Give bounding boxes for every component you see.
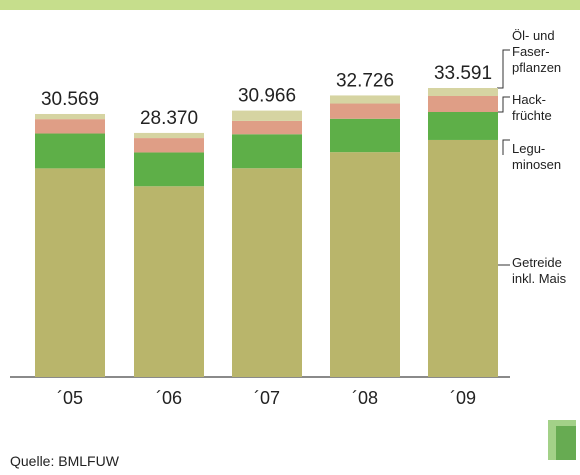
bar-segment <box>134 138 204 153</box>
bar-segment <box>232 110 302 121</box>
x-tick-label: ´07 <box>254 388 280 408</box>
bar-segment <box>428 112 498 140</box>
total-label: 32.726 <box>336 70 394 91</box>
bar-segment <box>428 88 498 97</box>
total-label: 28.370 <box>140 108 198 129</box>
bar-segment <box>134 132 204 139</box>
x-tick-label: ´06 <box>156 388 182 408</box>
x-tick-label: ´08 <box>352 388 378 408</box>
bar-segment <box>134 152 204 187</box>
total-label: 30.569 <box>41 89 99 110</box>
legend-label: Öl- und Faser- pflanzen <box>512 28 562 75</box>
total-label: 30.966 <box>238 86 296 107</box>
bar-segment <box>428 96 498 113</box>
bar-segment <box>35 168 105 377</box>
legend-brackets <box>497 49 510 266</box>
bar-segment <box>330 95 400 104</box>
bar-segment <box>330 103 400 119</box>
legend-label: Legu- minosen <box>512 141 562 172</box>
bar-segment <box>330 152 400 377</box>
x-tick-label: ´09 <box>450 388 476 408</box>
total-label: 33.591 <box>434 63 492 84</box>
bar-segment <box>330 118 400 153</box>
bar-segment <box>35 113 105 120</box>
legend-label: Getreide inkl. Mais <box>512 255 567 286</box>
logo <box>548 420 576 460</box>
legend-label: Hack- früchte <box>512 92 552 123</box>
bar-segment <box>232 120 302 135</box>
source: Quelle: BMLFUW <box>10 453 119 469</box>
bar-segment <box>35 119 105 134</box>
top-band <box>0 0 580 10</box>
bar-segment <box>35 133 105 169</box>
bar-segment <box>428 139 498 377</box>
x-tick-label: ´05 <box>57 388 83 408</box>
bar-segment <box>232 168 302 377</box>
bar-segment <box>134 186 204 377</box>
bar-segment <box>232 134 302 169</box>
